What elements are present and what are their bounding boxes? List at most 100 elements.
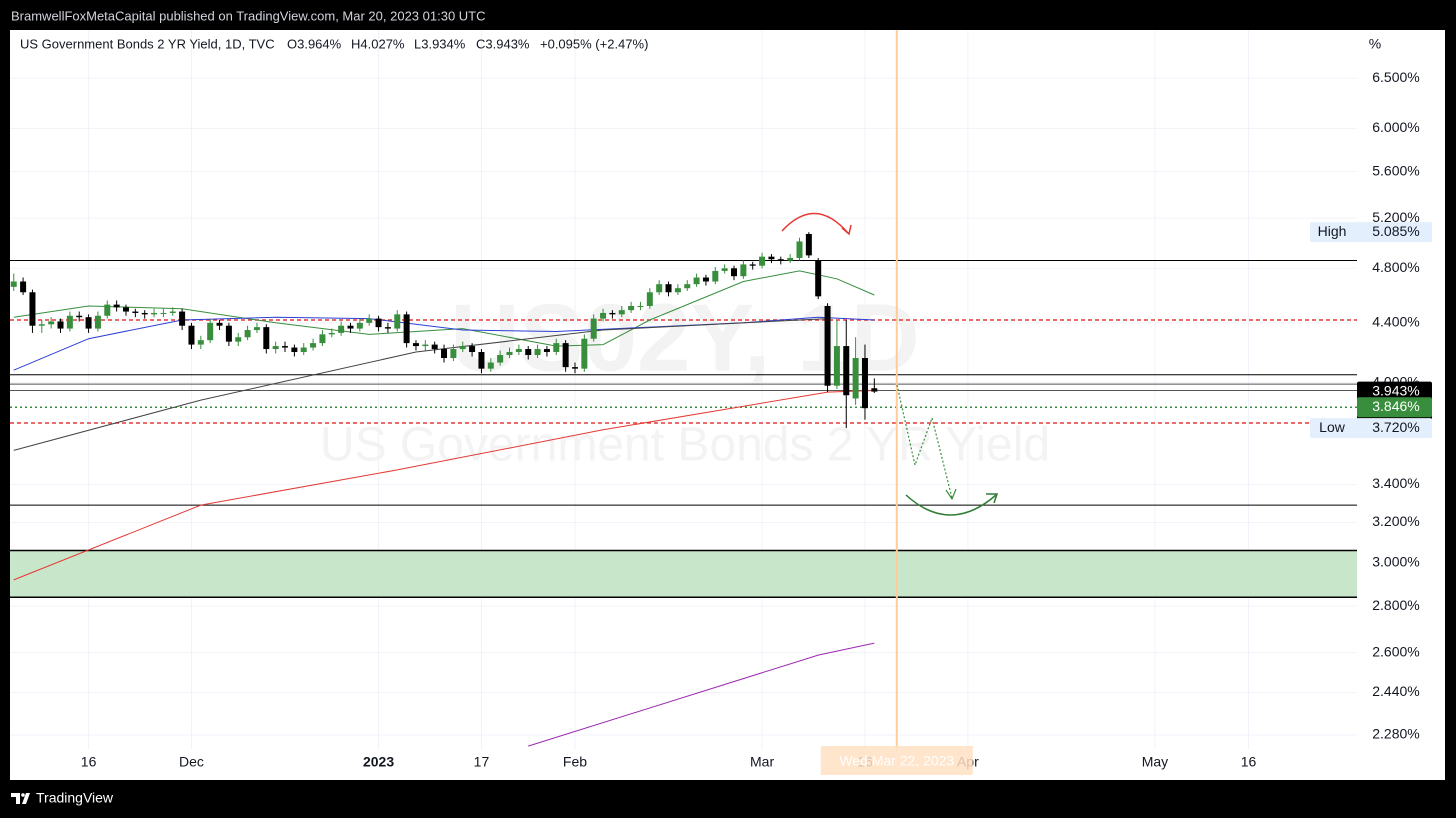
candle-body — [188, 325, 195, 345]
candle-body — [469, 346, 476, 353]
candle-body — [225, 325, 232, 342]
y-tick-label: 2.280% — [1372, 726, 1419, 742]
price-label-box — [1357, 397, 1432, 418]
candle-body — [122, 307, 129, 312]
candle-body — [702, 277, 709, 282]
candle-body — [506, 352, 513, 356]
x-tick-label: 2023 — [363, 754, 394, 770]
candle-body — [141, 312, 148, 315]
candle-body — [637, 305, 644, 307]
candle-body — [562, 343, 569, 368]
moving-average — [13, 318, 828, 451]
candle-body — [76, 315, 83, 318]
footer-brand: TradingView — [36, 790, 114, 806]
candle-body — [515, 349, 522, 353]
legend-item: L3.934% — [414, 36, 466, 51]
candle-body — [459, 346, 466, 350]
candle-body — [749, 264, 756, 266]
candle-body — [824, 305, 831, 386]
candle-body — [656, 284, 663, 293]
candle-body — [160, 312, 167, 314]
legend-title: US Government Bonds 2 YR Yield, 1D, TVC — [20, 36, 275, 51]
candle-body — [787, 257, 794, 261]
price-label: 3.943% — [1372, 382, 1419, 398]
x-tick-label: 16 — [1241, 754, 1257, 770]
candle-body — [571, 367, 578, 369]
x-tick-label: Mar — [750, 754, 774, 770]
moving-average — [13, 316, 875, 371]
candle-body — [861, 358, 868, 409]
marker-box — [1310, 222, 1432, 243]
legend-item: O3.964% — [287, 36, 342, 51]
candle-body — [600, 312, 607, 319]
candle-body — [179, 311, 186, 326]
candle-body — [113, 304, 120, 308]
moving-average — [13, 390, 875, 581]
x-tick-label: Dec — [179, 754, 204, 770]
marker-name: Low — [1319, 419, 1346, 435]
candle-body — [216, 322, 223, 326]
candle-body — [852, 358, 859, 399]
candle-body — [721, 268, 728, 271]
candle-body — [731, 268, 738, 277]
arrow-head — [986, 493, 999, 504]
y-tick-label: 5.600% — [1372, 162, 1419, 178]
x-tick-label: 16 — [81, 754, 97, 770]
candle-body — [375, 318, 382, 328]
x-tick-label: Feb — [563, 754, 587, 770]
candle-body — [20, 281, 27, 293]
candle-body — [646, 292, 653, 306]
footer — [0, 780, 1456, 818]
candle-body — [38, 324, 45, 326]
y-tick-label: 4.400% — [1372, 314, 1419, 330]
arc-arrow — [781, 212, 849, 234]
candle-body — [487, 362, 494, 369]
marker-value: 5.085% — [1372, 223, 1419, 239]
y-tick-label: 3.400% — [1372, 475, 1419, 491]
y-tick-label: 3.200% — [1372, 513, 1419, 529]
candle-body — [412, 343, 419, 347]
candle-body — [843, 346, 850, 396]
candle-body — [450, 349, 457, 359]
legend-item: C3.943% — [476, 36, 530, 51]
grid — [10, 30, 1357, 750]
candle-body — [94, 315, 101, 329]
y-tick-label: 2.600% — [1372, 643, 1419, 659]
legend: US Government Bonds 2 YR Yield, 1D, TVC … — [20, 36, 648, 51]
candle-body — [553, 343, 560, 353]
candle-body — [356, 322, 363, 329]
y-tick-label: 2.440% — [1372, 683, 1419, 699]
candle-body — [282, 346, 289, 348]
candle-body — [590, 318, 597, 339]
candle-body — [338, 325, 345, 333]
moving-average — [528, 642, 875, 747]
candle-body — [244, 330, 251, 338]
candle-body — [384, 327, 391, 329]
publisher-line: BramwellFoxMetaCapital published on Trad… — [11, 8, 486, 23]
candle-body — [712, 270, 719, 282]
candle-body — [581, 338, 588, 369]
axis-unit: % — [1369, 36, 1381, 52]
y-tick-label: 2.800% — [1372, 597, 1419, 613]
watermark-symbol: US02Y, 1D — [450, 284, 920, 391]
candle-body — [740, 264, 747, 277]
candle-body — [525, 349, 532, 356]
candle-body — [151, 312, 158, 315]
candle-body — [759, 256, 766, 266]
marker-value: 3.720% — [1372, 419, 1419, 435]
candle-body — [253, 327, 260, 331]
target-zone — [10, 550, 1357, 598]
candle-body — [57, 321, 64, 329]
candle-body — [272, 346, 279, 350]
candle-body — [319, 334, 326, 344]
candle-body — [403, 314, 410, 344]
candle-body — [684, 284, 691, 289]
legend-item: +0.095% (+2.47%) — [540, 36, 648, 51]
candle-body — [104, 304, 111, 316]
candle-body — [805, 233, 812, 256]
candle-body — [674, 288, 681, 293]
y-tick-label: 3.000% — [1372, 554, 1419, 570]
x-tick-label: 17 — [474, 754, 490, 770]
candle-body — [300, 347, 307, 353]
